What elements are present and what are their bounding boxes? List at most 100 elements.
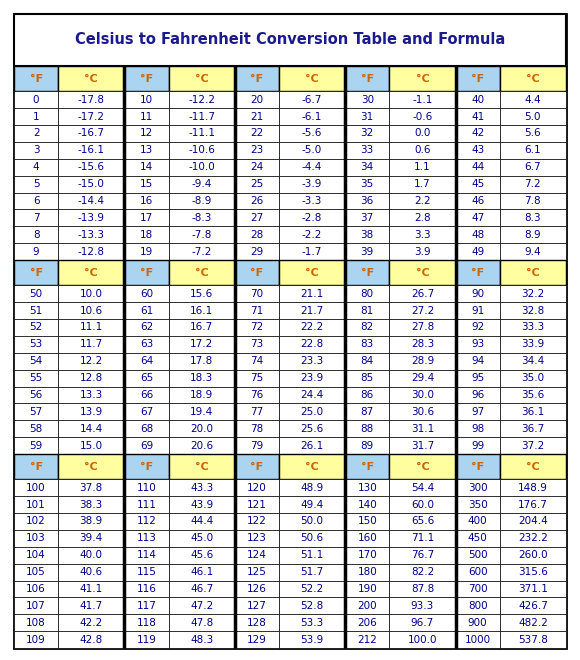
Bar — [279, 302, 345, 319]
Bar — [235, 209, 279, 226]
Text: 0.6: 0.6 — [414, 145, 431, 155]
Bar — [279, 403, 345, 420]
Bar — [389, 564, 456, 581]
Text: 25.6: 25.6 — [300, 424, 324, 434]
Bar — [279, 437, 345, 454]
Text: 124: 124 — [247, 550, 267, 560]
Bar — [389, 546, 456, 564]
Bar — [456, 387, 500, 403]
Text: -4.4: -4.4 — [302, 162, 322, 172]
Bar — [279, 108, 345, 125]
Bar — [169, 370, 235, 387]
Text: 21.7: 21.7 — [300, 306, 324, 315]
Bar — [279, 513, 345, 530]
Bar — [124, 370, 169, 387]
Bar — [14, 546, 58, 564]
Bar — [169, 353, 235, 370]
Text: 900: 900 — [468, 618, 488, 628]
Bar — [14, 496, 58, 513]
Text: °C: °C — [526, 74, 540, 84]
Bar — [14, 209, 58, 226]
Text: 112: 112 — [136, 517, 157, 527]
Text: -10.0: -10.0 — [188, 162, 215, 172]
Text: 700: 700 — [468, 584, 488, 594]
Bar — [235, 546, 279, 564]
Bar — [279, 581, 345, 597]
Bar — [235, 420, 279, 437]
Bar — [235, 353, 279, 370]
Text: 94: 94 — [471, 356, 484, 366]
Text: 45.6: 45.6 — [190, 550, 213, 560]
Text: 27: 27 — [250, 213, 263, 223]
Text: 21.1: 21.1 — [300, 288, 324, 299]
Text: 114: 114 — [136, 550, 157, 560]
Text: -14.4: -14.4 — [78, 196, 105, 206]
Text: 31.7: 31.7 — [411, 441, 434, 451]
Text: 204.4: 204.4 — [518, 517, 548, 527]
Bar — [124, 91, 169, 108]
Bar — [235, 437, 279, 454]
Bar — [345, 209, 389, 226]
Bar — [14, 437, 58, 454]
Text: 65.6: 65.6 — [411, 517, 434, 527]
Bar — [235, 370, 279, 387]
Text: 482.2: 482.2 — [518, 618, 548, 628]
Bar — [235, 581, 279, 597]
Bar — [235, 631, 279, 648]
Text: 129: 129 — [247, 634, 267, 645]
Text: 140: 140 — [357, 500, 377, 510]
Text: 38: 38 — [361, 230, 374, 240]
Bar — [235, 243, 279, 260]
Bar — [14, 302, 58, 319]
Text: 14: 14 — [140, 162, 153, 172]
Bar — [235, 108, 279, 125]
Bar — [345, 530, 389, 546]
Bar — [169, 319, 235, 336]
Bar — [14, 530, 58, 546]
Text: -6.7: -6.7 — [302, 95, 322, 105]
Text: 70: 70 — [251, 288, 263, 299]
Text: 103: 103 — [26, 533, 46, 543]
Text: 38.9: 38.9 — [79, 517, 103, 527]
Text: 48.3: 48.3 — [190, 634, 213, 645]
Bar — [14, 564, 58, 581]
Text: 65: 65 — [140, 373, 153, 383]
Bar — [456, 420, 500, 437]
Bar — [169, 142, 235, 159]
Text: 48.9: 48.9 — [300, 482, 324, 493]
Text: 64: 64 — [140, 356, 153, 366]
Bar — [456, 353, 500, 370]
Bar — [500, 336, 566, 353]
Text: 106: 106 — [26, 584, 46, 594]
Text: 95: 95 — [471, 373, 484, 383]
Text: 108: 108 — [26, 618, 46, 628]
Bar — [279, 336, 345, 353]
Bar — [456, 370, 500, 387]
Text: °F: °F — [140, 268, 153, 278]
Bar — [389, 226, 456, 243]
Text: 34.4: 34.4 — [521, 356, 545, 366]
Text: 40: 40 — [471, 95, 484, 105]
Bar — [389, 454, 456, 479]
Bar — [456, 336, 500, 353]
Text: 28.9: 28.9 — [411, 356, 434, 366]
Text: 90: 90 — [471, 288, 484, 299]
Text: 45.0: 45.0 — [190, 533, 213, 543]
Bar — [345, 513, 389, 530]
Bar — [169, 437, 235, 454]
Text: 101: 101 — [26, 500, 46, 510]
Text: 117: 117 — [136, 601, 157, 610]
Bar — [14, 454, 58, 479]
Text: 52.8: 52.8 — [300, 601, 324, 610]
Text: 100: 100 — [26, 482, 46, 493]
Text: 31.1: 31.1 — [411, 424, 434, 434]
Text: 19: 19 — [140, 247, 153, 257]
Bar — [14, 581, 58, 597]
Text: 52.2: 52.2 — [300, 584, 324, 594]
Bar — [235, 597, 279, 614]
Bar — [345, 302, 389, 319]
Text: 9.4: 9.4 — [524, 247, 541, 257]
Bar — [14, 176, 58, 193]
Text: 50: 50 — [30, 288, 43, 299]
Bar — [345, 496, 389, 513]
